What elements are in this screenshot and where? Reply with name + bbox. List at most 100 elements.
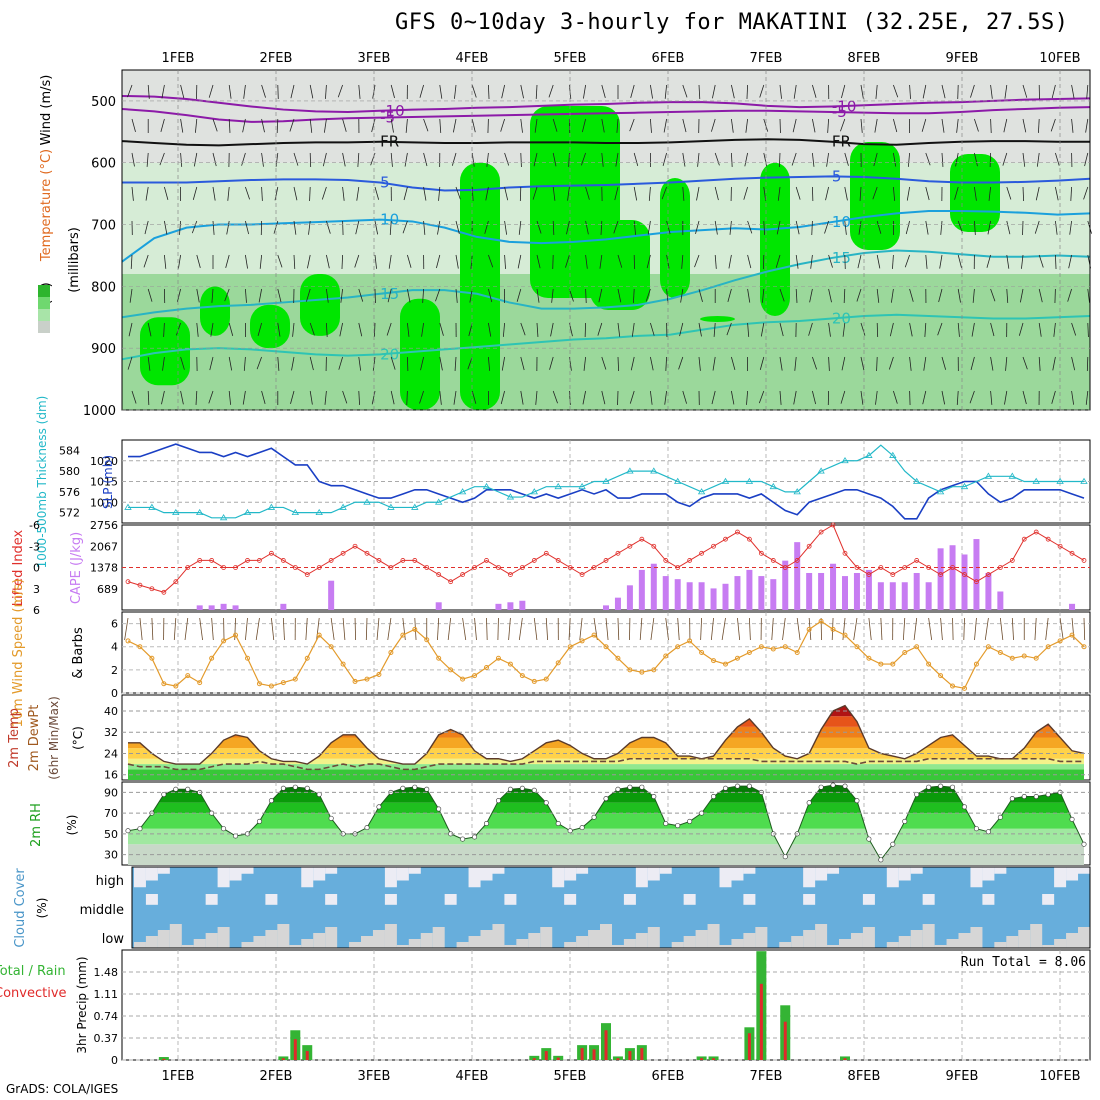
wind-barb bbox=[289, 118, 295, 132]
wind-tick: 4 bbox=[111, 641, 118, 654]
surface-wind-barb bbox=[173, 617, 177, 641]
wind-barb bbox=[731, 356, 736, 370]
cape-bar bbox=[985, 572, 992, 610]
wind-marker bbox=[280, 680, 286, 686]
cloud-low-fill bbox=[1018, 930, 1031, 948]
precip-total-bar bbox=[529, 1055, 540, 1060]
cloud-low-fill bbox=[922, 924, 935, 948]
wind-barb bbox=[666, 288, 669, 303]
wind-barb bbox=[840, 390, 846, 404]
thickness-marker bbox=[889, 451, 897, 458]
wind-barb bbox=[859, 186, 862, 201]
wind-barb bbox=[630, 84, 635, 98]
rh-marker bbox=[615, 786, 621, 792]
rh-moist-blob bbox=[660, 178, 690, 298]
wind-barb bbox=[371, 390, 376, 405]
wind-barb bbox=[792, 118, 797, 133]
wind-barb bbox=[1085, 390, 1089, 405]
wind-barb bbox=[196, 254, 201, 268]
temp-contour-label: FR bbox=[832, 133, 851, 151]
lifted-marker bbox=[137, 582, 143, 588]
wind-barb bbox=[500, 118, 505, 132]
cloud-mid-gap bbox=[803, 894, 816, 905]
cloud-low-fill bbox=[827, 945, 840, 948]
wind-barb bbox=[423, 152, 428, 167]
wind-barb bbox=[569, 288, 574, 302]
wind-barb bbox=[502, 322, 505, 337]
wind-barb bbox=[970, 356, 975, 371]
ylabel-cloud: Cloud Cover bbox=[13, 868, 28, 948]
rh-moist-blob bbox=[200, 286, 230, 336]
wind-barb bbox=[226, 220, 230, 235]
wind-barb bbox=[731, 84, 735, 99]
cape-bar bbox=[650, 563, 657, 610]
temp-contour-line bbox=[122, 175, 1091, 192]
wind-barb bbox=[307, 254, 311, 269]
wind-marker bbox=[723, 661, 728, 667]
wind-barb bbox=[533, 152, 538, 167]
cloud-low-fill bbox=[635, 933, 648, 948]
lifted-marker bbox=[185, 565, 191, 570]
cloud-high-gap bbox=[970, 867, 983, 888]
cloud-low-fill bbox=[683, 936, 696, 948]
surface-wind-barb bbox=[497, 617, 499, 641]
cloud-low-fill bbox=[157, 930, 170, 948]
thickness-marker bbox=[960, 482, 969, 490]
wind-barb bbox=[696, 186, 700, 201]
cape-bar bbox=[746, 569, 753, 610]
wind-barb bbox=[763, 186, 767, 201]
wind-barb bbox=[520, 322, 526, 336]
wind-barb bbox=[194, 118, 198, 133]
wind-barb bbox=[342, 118, 347, 132]
footer-credit: GrADS: COLA/IGES bbox=[6, 1082, 119, 1096]
wind-barb bbox=[325, 84, 327, 99]
wind-barb bbox=[731, 390, 735, 405]
surface-wind-barb bbox=[474, 617, 477, 641]
wind-barb bbox=[180, 84, 185, 99]
wind-marker bbox=[507, 661, 513, 667]
wind-barb bbox=[128, 322, 133, 337]
ylabel-barbs: & Barbs bbox=[71, 627, 86, 679]
wind-barb bbox=[309, 186, 311, 201]
wind-barb bbox=[504, 152, 510, 166]
temp-contour-label: -10 bbox=[832, 97, 857, 115]
wind-barb bbox=[1022, 84, 1028, 98]
wind-barb bbox=[747, 288, 751, 303]
cloud-high-gap bbox=[325, 867, 338, 874]
cloud-low-fill bbox=[432, 927, 445, 948]
wind-barb bbox=[532, 186, 538, 200]
rh-marker bbox=[675, 823, 681, 829]
wind-barb bbox=[423, 186, 427, 201]
wind-barb bbox=[987, 220, 991, 235]
wind-marker bbox=[567, 644, 573, 650]
date-label-top: 8FEB bbox=[848, 51, 881, 66]
rh-marker bbox=[280, 785, 286, 791]
wind-barb bbox=[485, 186, 489, 201]
cape-bar bbox=[949, 545, 956, 610]
wind-barb bbox=[615, 152, 619, 167]
wind-marker bbox=[854, 644, 860, 650]
cloud-high-gap bbox=[982, 867, 995, 881]
wind-barb bbox=[811, 220, 813, 235]
rh-marker bbox=[495, 798, 501, 804]
lifted-marker bbox=[209, 558, 215, 563]
cape-bar bbox=[232, 605, 239, 610]
precip-conv-bar bbox=[532, 1058, 536, 1060]
lifted-tick: 6 bbox=[33, 604, 40, 617]
wind-barb bbox=[242, 390, 246, 405]
wind-barb bbox=[176, 288, 181, 303]
cloud-low-fill bbox=[193, 939, 206, 948]
wind-barb bbox=[841, 356, 846, 371]
wind-barb bbox=[245, 220, 250, 235]
wind-barb bbox=[1006, 254, 1010, 269]
wind-barb bbox=[372, 356, 376, 371]
cape-bar bbox=[806, 572, 813, 610]
wind-barb bbox=[747, 322, 750, 337]
cloud-level-label: middle bbox=[80, 903, 124, 918]
cloud-low-fill bbox=[313, 933, 326, 948]
wind-marker bbox=[615, 655, 621, 661]
rh-marker bbox=[412, 784, 418, 790]
rh-marker bbox=[1009, 796, 1015, 802]
wind-marker bbox=[543, 676, 549, 682]
wind-barb bbox=[208, 84, 214, 98]
